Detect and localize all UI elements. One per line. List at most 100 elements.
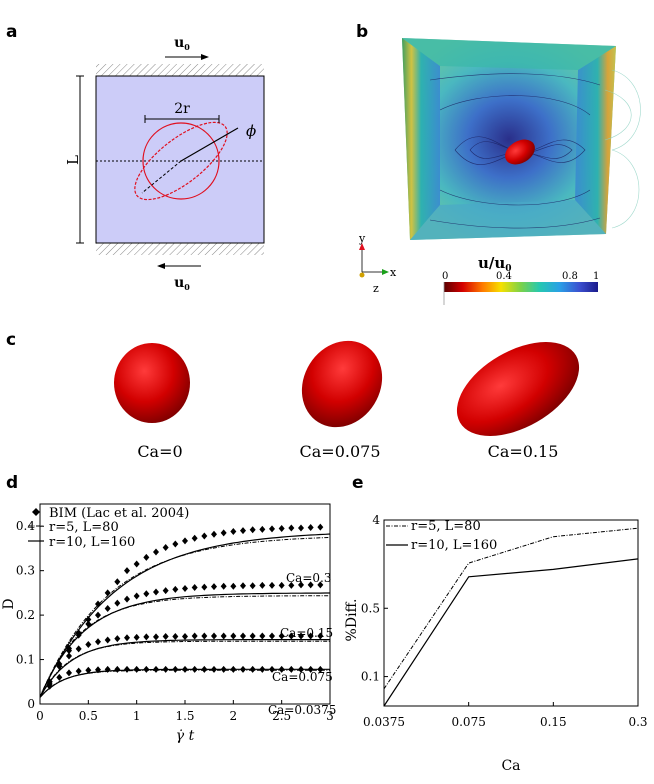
length-label: L (64, 155, 82, 165)
chart-d-bim-point (259, 632, 266, 640)
chart-d-annot-00375: Ca=0.0375 (268, 703, 336, 717)
chart-d-bim-point (143, 633, 150, 641)
chart-d-bim-point (191, 665, 198, 673)
chart-d-bim-point (230, 632, 237, 640)
caption-ca-0075: Ca=0.075 (300, 442, 381, 461)
caption-ca-0: Ca=0 (137, 442, 182, 461)
chart-e-xtick-label: 0.075 (451, 715, 485, 729)
panel-label-d: d (6, 473, 19, 493)
chart-d-bim-point (211, 665, 217, 673)
chart-d-bim-point (124, 665, 130, 673)
bottom-wall-hatch (96, 243, 264, 255)
chart-d-bim-point (201, 532, 208, 540)
chart-d-bim-point (307, 581, 314, 589)
chart-d-bim-point (317, 632, 324, 640)
top-wall-hatch (96, 64, 264, 76)
colorbar-tick-2: 0.8 (562, 271, 578, 282)
chart-d-bim-point (104, 665, 111, 673)
chart-e-ylabel: %Diff. (344, 599, 360, 642)
chart-d-bim-point (240, 665, 246, 673)
chart-d-bim-point (133, 592, 140, 600)
chart-d-bim-point (104, 589, 111, 597)
chart-d-xtick-label: 2.5 (272, 709, 291, 723)
chart-e-ytick-label: 4 (372, 513, 380, 527)
chart-d-bim-point (278, 632, 285, 640)
chart-d-bim-point (317, 665, 324, 673)
chart-d-bim-point (230, 582, 237, 590)
chart-d-annot-03: Ca=0.3 (286, 571, 331, 585)
colorbar-tick-0: 0 (442, 271, 448, 282)
chart-d-bim-point (46, 682, 53, 690)
chart-d-bim-point (249, 582, 256, 590)
colorbar-tick-1: 0.4 (496, 271, 512, 282)
axis-y-label: y (358, 232, 366, 245)
drop-shape-ca-015 (456, 342, 580, 436)
chart-d-bim-point (75, 645, 82, 653)
chart-d-bim-point (85, 616, 92, 624)
drop-shape-ca-0075 (301, 340, 383, 428)
chart-d-bim-point (307, 524, 314, 532)
chart-e-xtick-label: 0.3 (628, 715, 647, 729)
chart-d-bim-point (133, 560, 140, 568)
chart-e-xtick-label: 0.15 (540, 715, 567, 729)
panel-a-schematic: L 2r ϕ u0 u0 (64, 35, 265, 292)
chart-d-ytick-label: 0 (27, 697, 35, 711)
radius-label: 2r (174, 101, 190, 117)
chart-d-bim-point (182, 665, 188, 673)
chart-d-line-r5 (39, 640, 330, 698)
cube-right-wall (575, 46, 616, 234)
orientation-line-back (141, 160, 182, 194)
cube-front-face (402, 38, 616, 240)
chart-d-xtick-label: 0.5 (79, 709, 98, 723)
chart-e-line-r10 (383, 558, 639, 707)
chart-d-bim-point (172, 665, 179, 673)
chart-d-bim-point (162, 544, 169, 552)
chart-d-bim-point (162, 665, 169, 673)
chart-d-bim-point (220, 529, 227, 537)
chart-d-bim-point (104, 604, 111, 612)
chart-d-bim-point (201, 665, 208, 673)
chart-d-bim-point (66, 652, 72, 660)
chart-d-bim-point (172, 632, 179, 640)
chart-d-bim-point (211, 583, 217, 591)
chart-d-bim-point (220, 665, 227, 673)
colorbar (444, 282, 598, 292)
panel-label-b: b (356, 22, 369, 42)
chart-d-bim-point (85, 666, 92, 674)
chart-d-bim-point (191, 534, 198, 542)
chart-d-bim-point (259, 525, 266, 533)
chart-d-bim-point (278, 665, 285, 673)
deformed-drop-ellipse (134, 121, 228, 201)
initial-drop-circle (142, 122, 220, 200)
chart-d-bim-point (317, 523, 324, 531)
chart-e-xlabel: Ca (501, 758, 520, 774)
chart-d-bim-point (201, 632, 208, 640)
chart-d-bim-point (259, 581, 266, 589)
chart-d-bim-point (211, 632, 217, 640)
chart-d-bim-point (307, 665, 314, 673)
chart-d-bim-point (104, 636, 111, 644)
chart-d-bim-point (182, 537, 188, 545)
chart-d-bim-point (259, 665, 266, 673)
chart-d-bim-point (114, 599, 121, 607)
chart-d-xtick-label: 0 (36, 709, 44, 723)
chart-d-bim-point (240, 527, 246, 535)
chart-d-legend-bim: BIM (Lac et al. 2004) (49, 506, 189, 521)
chart-d-xtick-label: 1 (133, 709, 141, 723)
chart-d-bim-point (249, 665, 256, 673)
chart-d-bim-point (114, 635, 121, 643)
shear-domain (95, 75, 265, 244)
chart-d-bim-point (153, 633, 159, 641)
chart-d-bim-point (124, 567, 130, 575)
panel-label-e: e (352, 473, 364, 493)
chart-d-bim-point (75, 631, 82, 639)
chart-d-bim-point (288, 665, 295, 673)
chart-d-line-r5 (39, 536, 331, 698)
chart-d-legend-r5: r=5, L=80 (49, 520, 119, 535)
chart-d-bim-point (95, 666, 101, 674)
chart-e-legend-r5: r=5, L=80 (411, 519, 481, 534)
chart-d-bim-point (307, 632, 314, 640)
angle-label: ϕ (246, 122, 256, 140)
chart-d-bim-point (298, 665, 304, 673)
